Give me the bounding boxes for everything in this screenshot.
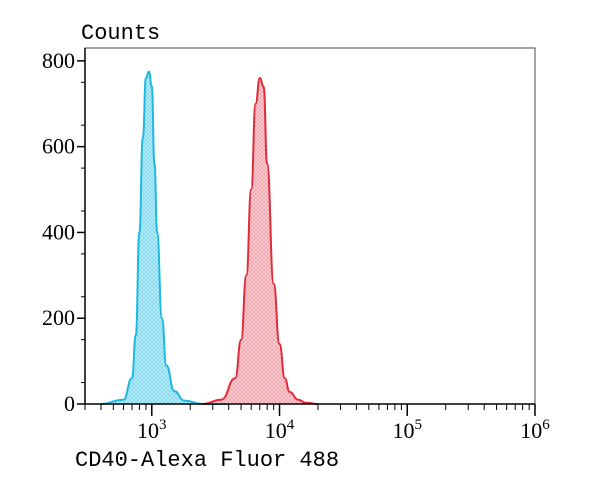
y-tick-label-2: 400 [42, 219, 75, 244]
x-axis: 103 104 105 106 [84, 403, 550, 443]
x-tick-label-0: 103 [137, 417, 167, 443]
series-1-point-11 [279, 343, 280, 344]
y-tick-label-3: 600 [42, 134, 75, 159]
y-tick-label-4: 800 [42, 48, 75, 73]
series-1-point-15 [305, 402, 306, 403]
series-1-point-7 [259, 77, 260, 78]
series-1 [202, 76, 319, 405]
y-axis: 0 200 400 600 800 [42, 48, 86, 416]
series-0-point-7 [148, 71, 149, 72]
series-0-point-5 [142, 138, 143, 139]
series-1-point-1 [221, 399, 222, 400]
series-0-outline [100, 70, 229, 405]
series-1-point-8 [263, 86, 264, 87]
series-1-point-2 [235, 378, 236, 379]
series-0-point-2 [131, 378, 132, 379]
series-0-point-9 [154, 163, 155, 164]
series-1-point-6 [255, 103, 256, 104]
series-0-point-8 [151, 86, 152, 87]
series-0-point-3 [135, 335, 136, 336]
series-1-point-4 [246, 275, 247, 276]
series-0-point-1 [123, 399, 124, 400]
series-1-point-3 [241, 339, 242, 340]
y-axis-label: Counts [81, 21, 160, 46]
series-layer [100, 70, 319, 405]
x-tick-label-1: 104 [265, 417, 295, 443]
series-1-area [202, 78, 318, 404]
series-0-point-13 [174, 391, 175, 392]
y-tick-label-1: 200 [42, 305, 75, 330]
x-tick-label-3: 106 [520, 417, 550, 443]
series-1-point-10 [273, 283, 274, 284]
series-0-point-14 [184, 400, 185, 401]
series-0-point-11 [161, 318, 162, 319]
series-0-point-6 [145, 77, 146, 78]
series-1-outline [202, 76, 319, 405]
series-1-point-12 [284, 378, 285, 379]
series-1-point-9 [267, 163, 268, 164]
series-0-point-10 [157, 232, 158, 233]
series-0-point-12 [166, 365, 167, 366]
series-0-point-4 [139, 232, 140, 233]
series-1-point-13 [289, 391, 290, 392]
x-tick-label-2: 105 [393, 417, 423, 443]
y-tick-label-0: 0 [64, 391, 75, 416]
series-1-point-14 [298, 399, 299, 400]
series-1-point-5 [251, 189, 252, 190]
series-0 [100, 70, 229, 405]
x-axis-label: CD40-Alexa Fluor 488 [75, 448, 339, 473]
